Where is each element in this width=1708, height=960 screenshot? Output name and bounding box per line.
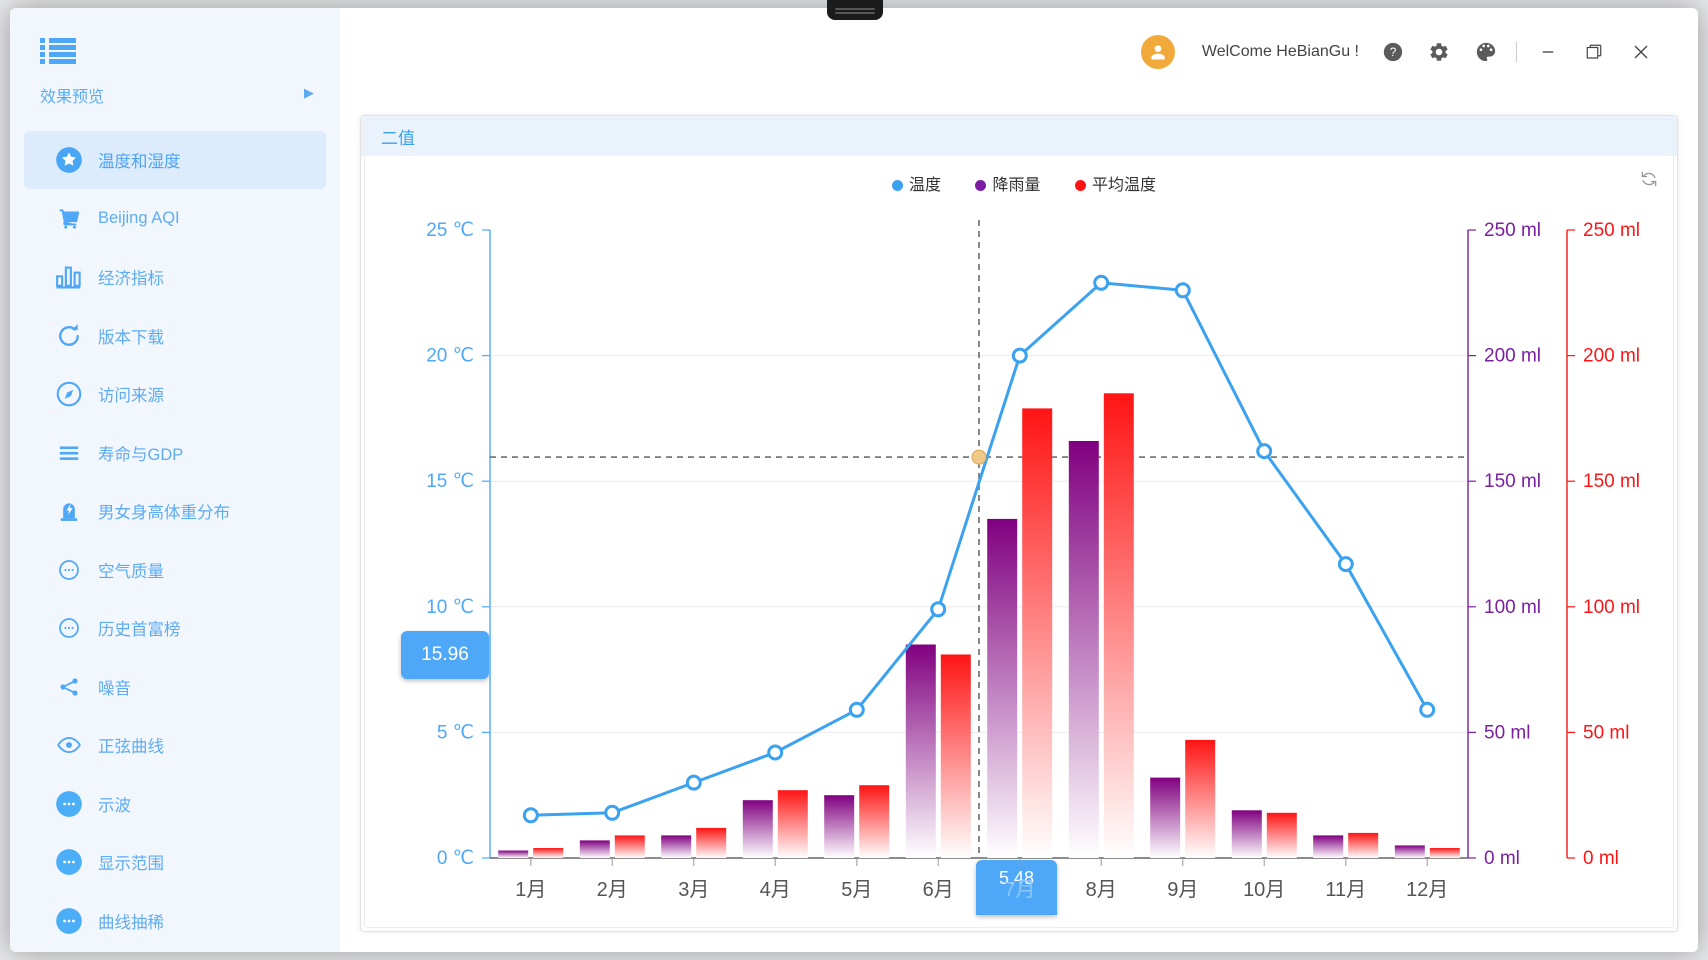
svg-text:3月: 3月	[678, 879, 709, 901]
svg-text:5 ℃: 5 ℃	[437, 722, 474, 743]
svg-text:250 ml: 250 ml	[1583, 220, 1640, 241]
svg-text:6月: 6月	[923, 879, 954, 901]
svg-text:15 ℃: 15 ℃	[426, 471, 474, 492]
svg-text:0 ℃: 0 ℃	[437, 848, 474, 869]
svg-text:150 ml: 150 ml	[1484, 471, 1541, 492]
svg-text:7月: 7月	[1004, 879, 1035, 901]
svg-text:20 ℃: 20 ℃	[426, 346, 474, 367]
svg-text:12月: 12月	[1406, 879, 1448, 901]
svg-text:?: ?	[1389, 45, 1396, 59]
svg-text:25 ℃: 25 ℃	[426, 220, 474, 241]
svg-text:1月: 1月	[515, 879, 546, 901]
svg-text:10月: 10月	[1243, 879, 1285, 901]
svg-text:9月: 9月	[1167, 879, 1198, 901]
svg-text:10 ℃: 10 ℃	[426, 597, 474, 618]
svg-text:5月: 5月	[841, 879, 872, 901]
svg-text:200 ml: 200 ml	[1583, 346, 1640, 367]
svg-text:0 ml: 0 ml	[1583, 848, 1619, 869]
svg-text:8月: 8月	[1086, 879, 1117, 901]
svg-text:150 ml: 150 ml	[1583, 471, 1640, 492]
svg-text:100 ml: 100 ml	[1583, 597, 1640, 618]
svg-text:0 ml: 0 ml	[1484, 848, 1520, 869]
svg-text:100 ml: 100 ml	[1484, 597, 1541, 618]
svg-text:200 ml: 200 ml	[1484, 346, 1541, 367]
svg-text:11月: 11月	[1325, 879, 1366, 901]
svg-text:50 ml: 50 ml	[1484, 722, 1530, 743]
svg-text:2月: 2月	[597, 879, 628, 901]
svg-text:250 ml: 250 ml	[1484, 220, 1541, 241]
svg-text:4月: 4月	[760, 879, 791, 901]
svg-text:50 ml: 50 ml	[1583, 722, 1629, 743]
